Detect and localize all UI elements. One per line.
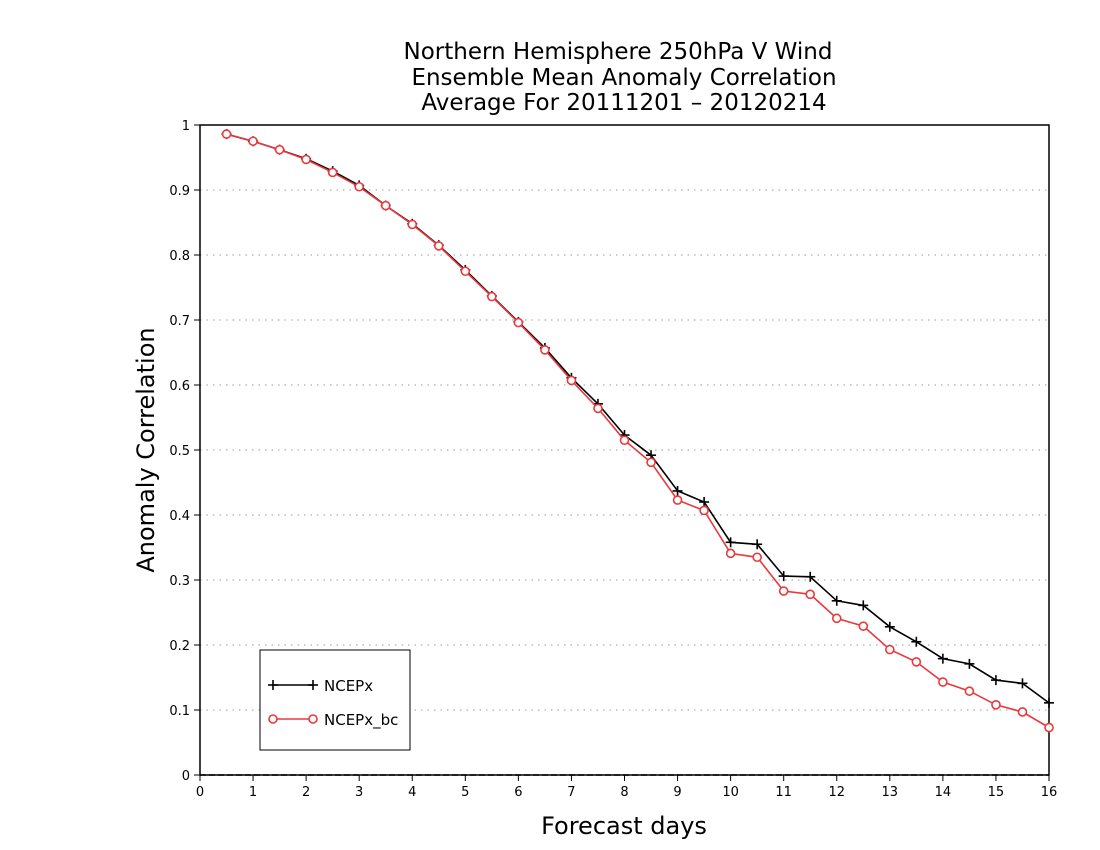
data-point: [884, 621, 895, 632]
y-axis-label: Anomaly Correlation: [132, 327, 160, 572]
legend-label: NCEPx_bc: [324, 711, 398, 730]
data-point: [672, 485, 683, 496]
y-tick-label: 0.1: [169, 704, 190, 719]
legend-entry: NCEPx: [268, 677, 373, 695]
y-tick-label: 0.5: [169, 444, 190, 459]
data-point: [990, 675, 1001, 686]
legend: NCEPx NCEPx_bc: [259, 649, 411, 751]
x-tick-label: 12: [828, 785, 845, 800]
data-point: [566, 375, 577, 386]
data-point: [752, 552, 762, 563]
x-tick-label: 15: [988, 785, 1005, 800]
legend-box: [259, 649, 411, 751]
data-point: [831, 595, 842, 606]
data-point: [1017, 678, 1028, 689]
x-tick-label: 5: [461, 785, 469, 800]
data-point: [221, 129, 232, 139]
series-ncepx: [221, 129, 1054, 708]
data-point: [354, 181, 364, 192]
data-point: [831, 613, 842, 624]
data-point: [778, 571, 789, 582]
data-point: [380, 200, 391, 211]
data-point: [699, 497, 710, 507]
axes: 00.10.20.30.40.50.60.70.80.910 1 2 3 4 5 6 7 8 9 1…: [169, 119, 1057, 800]
data-point: [460, 266, 471, 277]
x-tick-label: 13: [882, 785, 899, 800]
x-tick-label: 9: [673, 785, 681, 800]
data-point: [433, 241, 444, 251]
data-point: [487, 291, 497, 302]
x-tick-label: 4: [408, 785, 416, 800]
data-point: [752, 539, 763, 550]
series-line: [226, 133, 1050, 729]
data-point: [964, 686, 975, 696]
data-point: [1044, 722, 1054, 733]
data-point: [938, 677, 948, 687]
data-point: [805, 589, 816, 600]
legend-marker: [308, 714, 318, 724]
data-point: [593, 403, 603, 414]
data-point: [327, 167, 338, 178]
legend-marker: [308, 680, 318, 690]
data-point: [1044, 697, 1054, 708]
y-tick-label: 0.4: [169, 509, 190, 524]
x-tick-label: 1: [249, 785, 257, 800]
x-tick-label: 2: [302, 785, 310, 800]
legend-marker: [268, 714, 278, 724]
x-tick-label: 14: [935, 785, 952, 800]
x-tick-label: 16: [1041, 785, 1058, 800]
x-tick-label: 7: [567, 785, 575, 800]
chart-title-line-1: Northern Hemisphere 250hPa V Wind: [404, 39, 833, 65]
x-tick-label: 6: [514, 785, 522, 800]
y-tick-label: 0.6: [169, 379, 190, 394]
data-point: [672, 495, 683, 505]
data-point: [885, 644, 895, 655]
legend-marker: [268, 680, 278, 690]
data-point: [778, 586, 789, 596]
x-tick-label: 3: [355, 785, 363, 800]
legend-entry: NCEPx_bc: [268, 711, 398, 730]
data-point: [646, 457, 656, 468]
data-point: [301, 154, 311, 165]
data-point: [513, 317, 524, 328]
data-point: [937, 653, 948, 664]
chart-title-line-2: Ensemble Mean Anomaly Correlation: [411, 65, 836, 91]
data-point: [619, 435, 630, 446]
data-point: [540, 345, 550, 355]
data-point: [725, 548, 736, 559]
series-layer: [221, 129, 1054, 733]
chart-title-line-3: Average For 20111201 – 20120214: [421, 90, 826, 116]
data-point: [274, 144, 285, 155]
legend-label: NCEPx: [324, 677, 373, 695]
x-tick-label: 11: [775, 785, 792, 800]
y-tick-label: 0.8: [169, 249, 190, 264]
x-tick-label: 0: [196, 785, 204, 800]
series-line: [226, 133, 1050, 704]
data-point: [805, 571, 816, 582]
chart-title: Northern Hemisphere 250hPa V Wind Ensemb…: [404, 39, 837, 116]
data-point: [1017, 707, 1028, 717]
data-point: [911, 657, 922, 667]
series-ncepx-bc: [221, 129, 1054, 733]
y-tick-label: 0.9: [169, 184, 190, 199]
data-point: [407, 219, 418, 230]
x-tick-label: 8: [620, 785, 628, 800]
data-point: [248, 136, 258, 147]
y-tick-label: 0.7: [169, 314, 190, 329]
y-tick-label: 0.3: [169, 574, 190, 589]
x-axis-label: Forecast days: [541, 812, 707, 840]
data-point: [858, 621, 869, 631]
data-point: [699, 505, 709, 516]
data-point: [725, 537, 736, 548]
y-tick-label: 0.2: [169, 639, 190, 654]
y-tick-label: 0: [182, 769, 190, 784]
grid-lines: [200, 189, 1049, 711]
x-tick-label: 10: [722, 785, 739, 800]
data-point: [858, 600, 869, 611]
data-point: [911, 636, 922, 647]
data-point: [964, 658, 975, 669]
data-point: [991, 699, 1001, 710]
y-tick-label: 1: [182, 119, 190, 134]
